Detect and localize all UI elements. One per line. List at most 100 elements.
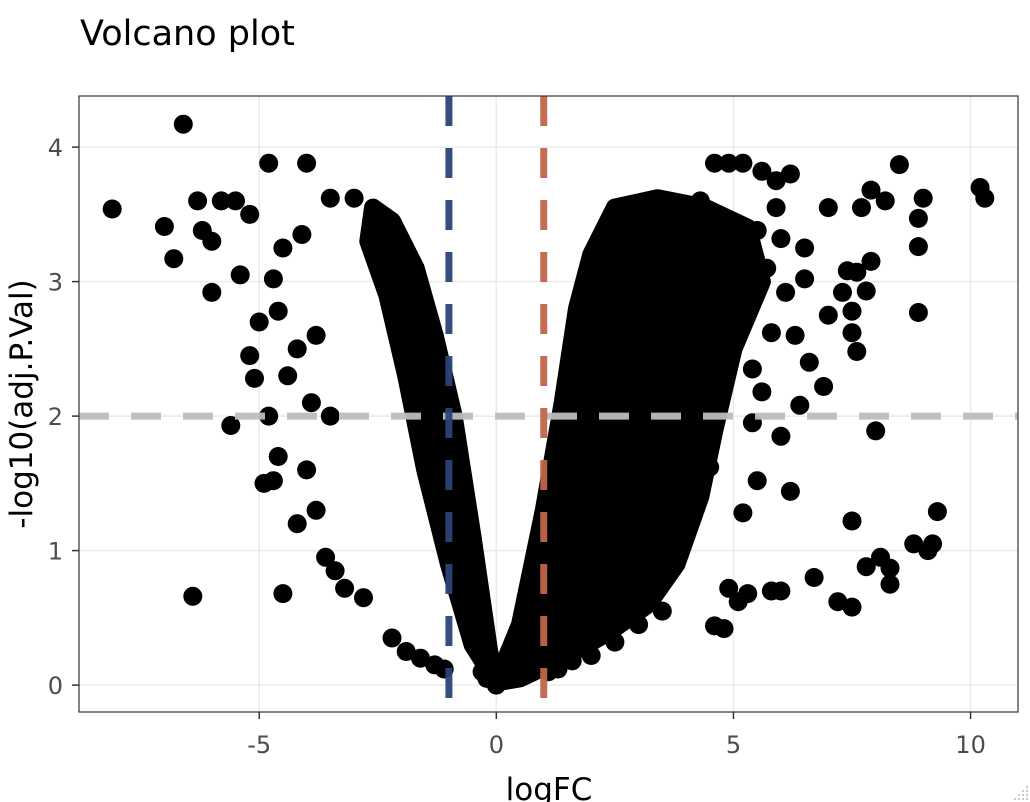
data-point	[221, 416, 241, 435]
data-point	[306, 500, 326, 520]
data-point	[842, 301, 862, 321]
data-point	[245, 368, 264, 388]
data-point	[259, 406, 279, 426]
data-point	[686, 494, 705, 513]
data-point	[842, 597, 862, 617]
data-point	[975, 188, 995, 208]
data-point	[676, 204, 696, 224]
data-point	[776, 282, 796, 302]
resize-grip-dot	[1026, 794, 1028, 796]
data-point	[814, 377, 834, 396]
data-point	[240, 346, 260, 366]
data-point	[852, 198, 871, 218]
data-point	[230, 265, 250, 285]
x-tick-label: 0	[489, 731, 504, 759]
data-point	[785, 325, 805, 345]
data-point	[325, 561, 345, 581]
data-point	[733, 269, 753, 289]
data-point	[292, 225, 312, 244]
data-point	[908, 303, 928, 322]
data-point	[837, 261, 857, 281]
data-point	[102, 199, 122, 219]
data-point	[714, 619, 734, 639]
y-axis-ticks: 0 1 2 3 4	[48, 134, 79, 700]
data-point	[263, 471, 283, 491]
data-point	[866, 421, 886, 441]
data-point	[771, 229, 791, 249]
data-point	[833, 282, 852, 302]
data-point	[908, 237, 928, 257]
x-axis-label: logFC	[506, 772, 593, 802]
data-point	[927, 502, 947, 522]
y-tick-label: 2	[48, 403, 63, 431]
data-point	[183, 586, 203, 606]
data-point	[259, 153, 279, 173]
data-point	[719, 578, 739, 598]
x-tick-label: 10	[955, 731, 986, 759]
x-tick-label: -5	[247, 731, 271, 759]
data-point	[240, 204, 260, 224]
data-point	[268, 447, 288, 466]
y-tick-label: 0	[48, 672, 63, 700]
data-point	[287, 339, 307, 359]
data-point	[164, 249, 184, 269]
data-point	[301, 393, 321, 413]
data-point	[306, 325, 326, 345]
data-point	[780, 481, 800, 501]
data-point	[320, 406, 340, 426]
resize-grip-dot	[1026, 790, 1028, 792]
data-point	[861, 251, 881, 271]
data-point	[752, 161, 772, 181]
left-point-cloud	[359, 198, 506, 692]
data-point	[856, 281, 876, 301]
data-point	[728, 592, 748, 612]
resize-grip-dot	[1026, 798, 1028, 800]
resize-grip-dot	[1022, 790, 1024, 792]
data-point	[188, 191, 208, 211]
data-point	[804, 568, 824, 587]
data-point	[501, 662, 521, 682]
data-point	[818, 198, 838, 218]
data-point	[780, 164, 800, 184]
data-point	[316, 547, 336, 567]
resize-grip-dot	[1018, 794, 1020, 796]
resize-grip-icon[interactable]	[1014, 786, 1028, 800]
data-point	[562, 651, 582, 671]
data-point	[875, 191, 895, 211]
y-tick-label: 3	[48, 269, 63, 297]
resize-grip-dot	[1026, 786, 1028, 788]
data-point	[799, 352, 819, 372]
data-point	[908, 208, 928, 228]
data-point	[719, 153, 739, 173]
data-point	[652, 601, 672, 621]
data-point	[766, 198, 786, 218]
data-point	[273, 584, 293, 604]
y-tick-label: 4	[48, 134, 63, 162]
data-point	[842, 323, 862, 343]
data-point	[263, 269, 283, 289]
x-tick-label: 5	[726, 731, 741, 759]
data-point	[747, 221, 767, 240]
data-point	[847, 342, 867, 361]
data-point	[249, 312, 269, 332]
data-point	[861, 180, 881, 200]
data-point	[771, 581, 791, 601]
data-point	[581, 646, 601, 665]
data-point	[472, 662, 492, 682]
resize-grip-dot	[1022, 798, 1024, 800]
data-point	[273, 238, 293, 258]
data-point	[889, 155, 909, 175]
point-cloud	[359, 189, 771, 692]
data-point	[880, 558, 900, 578]
data-point	[335, 578, 355, 598]
data-point	[354, 588, 373, 608]
data-point	[742, 359, 762, 379]
threshold-lines	[79, 96, 1018, 712]
data-point	[192, 221, 212, 240]
data-point	[173, 114, 193, 134]
data-point	[154, 217, 174, 236]
data-point	[629, 615, 649, 635]
resize-grip-dot	[1018, 798, 1020, 800]
data-point	[880, 574, 900, 594]
data-point	[747, 471, 767, 491]
